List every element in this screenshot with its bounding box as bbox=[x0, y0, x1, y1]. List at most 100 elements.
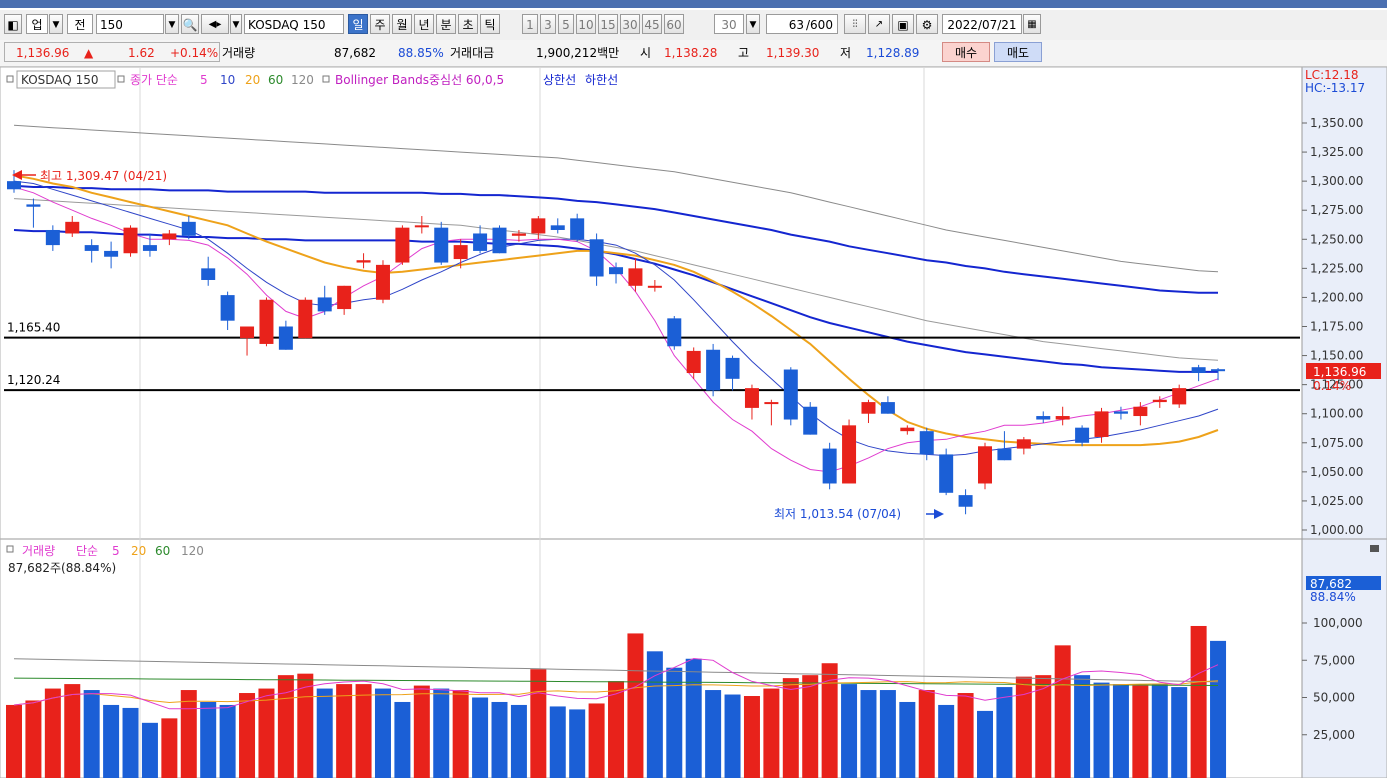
interval-button-3[interactable]: 10 bbox=[576, 14, 596, 34]
gear-icon[interactable]: ⚙ bbox=[916, 14, 938, 34]
candle-body bbox=[278, 326, 293, 350]
interval-button-7[interactable]: 60 bbox=[664, 14, 684, 34]
date-input[interactable]: 2022/07/21 bbox=[942, 14, 1022, 34]
volume-ma20-line bbox=[13, 680, 1219, 706]
period-button-5[interactable]: 초 bbox=[458, 14, 478, 34]
index-name-field: KOSDAQ 150 bbox=[244, 14, 344, 34]
candle-body bbox=[764, 402, 779, 405]
volume-bar bbox=[996, 687, 1013, 778]
interval-button-5[interactable]: 30 bbox=[620, 14, 640, 34]
volume-legend-ma60: 60 bbox=[155, 544, 170, 558]
interval-button-0[interactable]: 1 bbox=[522, 14, 538, 34]
price-tick-label: 1,275.00 bbox=[1310, 203, 1363, 217]
current-price: 1,136.96 bbox=[16, 46, 70, 60]
current-pct-axis-label: 0.14% bbox=[1313, 379, 1351, 393]
volume-legend-label[interactable]: 거래량 bbox=[22, 544, 55, 558]
candle-body bbox=[84, 245, 99, 251]
volume-bar bbox=[103, 704, 120, 778]
price-overlays bbox=[13, 124, 1219, 473]
price-volume-chart[interactable]: 1,350.00 1,325.00 1,300.00 1,275.00 1,250.00… bbox=[0, 66, 1387, 779]
volume-bar bbox=[977, 710, 993, 778]
candle-body bbox=[473, 233, 488, 251]
period-button-4[interactable]: 분 bbox=[436, 14, 456, 34]
chart-menu-icon[interactable]: ◧ bbox=[4, 14, 22, 34]
bollinger-upper-line bbox=[13, 184, 1218, 294]
interval-button-4[interactable]: 15 bbox=[598, 14, 618, 34]
period-mode-select[interactable]: 전 bbox=[67, 14, 93, 34]
volume-legend: 거래량 단순 5 20 60 120 87,682주(88.84%) bbox=[6, 544, 204, 575]
change-arrow: ▲ bbox=[84, 46, 94, 60]
period-button-2[interactable]: 월 bbox=[392, 14, 412, 34]
period-button-1[interactable]: 주 bbox=[370, 14, 390, 34]
period-button-0[interactable]: 일 bbox=[348, 14, 368, 34]
volume-bar bbox=[724, 694, 741, 778]
price-tick-label: 1,325.00 bbox=[1310, 145, 1363, 159]
buy-button[interactable]: 매수 bbox=[942, 42, 990, 62]
market-dropdown-icon[interactable]: ▼ bbox=[49, 14, 63, 34]
price-tick-label: 1,100.00 bbox=[1310, 407, 1363, 421]
search-icon[interactable]: 🔍 bbox=[181, 14, 199, 34]
volume-bar bbox=[64, 684, 81, 778]
candle-type-icon[interactable]: ⫶⫶ bbox=[844, 14, 866, 34]
code-dropdown-icon[interactable]: ▼ bbox=[165, 14, 179, 34]
chart-area[interactable]: 1,350.00 1,325.00 1,300.00 1,275.00 1,250.00… bbox=[0, 66, 1387, 779]
sell-button[interactable]: 매도 bbox=[994, 42, 1042, 62]
calendar-icon[interactable]: ▦ bbox=[1023, 14, 1041, 34]
code-input[interactable]: 150 bbox=[96, 14, 164, 34]
candle-body bbox=[550, 225, 565, 230]
trend-tool-icon[interactable]: ↗ bbox=[868, 14, 890, 34]
volume-bar bbox=[763, 688, 780, 778]
volume-bar bbox=[374, 688, 391, 778]
candle-body bbox=[978, 446, 992, 484]
candle-body bbox=[259, 299, 274, 344]
interval-button-1[interactable]: 3 bbox=[540, 14, 556, 34]
candle-body bbox=[65, 221, 80, 234]
candles bbox=[7, 170, 1226, 515]
speaker-icon[interactable]: ◀▸ bbox=[201, 14, 229, 34]
period-button-3[interactable]: 년 bbox=[414, 14, 434, 34]
period-button-6[interactable]: 틱 bbox=[480, 14, 500, 34]
candle-body bbox=[26, 204, 41, 207]
volume-bar bbox=[141, 722, 158, 778]
current-price-axis-label: 1,136.96 bbox=[1313, 365, 1366, 379]
volume-bar bbox=[841, 684, 858, 778]
current-price-marker: 1,136.96 0.14% bbox=[1306, 363, 1381, 393]
interval-value[interactable]: 30 bbox=[714, 14, 744, 34]
candle-body bbox=[1152, 399, 1167, 403]
legend-bollinger[interactable]: Bollinger Bands중심선 60,0,5 bbox=[335, 73, 504, 87]
volume-bar bbox=[1074, 675, 1091, 778]
candle-body bbox=[1055, 416, 1070, 420]
interval-button-2[interactable]: 5 bbox=[558, 14, 574, 34]
volume-ma5-line bbox=[13, 657, 1219, 710]
save-icon[interactable]: ▣ bbox=[892, 14, 914, 34]
speaker-dropdown-icon[interactable]: ▼ bbox=[230, 14, 242, 34]
panel-collapse-icon[interactable] bbox=[1370, 545, 1379, 552]
interval-button-6[interactable]: 45 bbox=[642, 14, 662, 34]
candle-body bbox=[531, 218, 546, 234]
market-select[interactable]: 업 bbox=[26, 14, 48, 34]
volume-bar bbox=[510, 704, 527, 778]
volume-tick-label: 100,000 bbox=[1313, 616, 1363, 630]
candle-body bbox=[822, 448, 837, 484]
candle-body bbox=[706, 349, 721, 391]
count-input[interactable]: 63 bbox=[766, 14, 806, 34]
legend-upper-band: 상한선 bbox=[543, 73, 576, 87]
candle-body bbox=[1211, 369, 1226, 372]
candle-body bbox=[492, 227, 507, 254]
volume-bar bbox=[588, 703, 605, 778]
volume-bar bbox=[122, 707, 139, 778]
candle-body bbox=[1016, 439, 1031, 449]
legend-ma-label[interactable]: 종가 단순 bbox=[130, 73, 178, 87]
volume-bar bbox=[705, 690, 722, 778]
candle-body bbox=[356, 260, 371, 263]
legend-index-name[interactable]: KOSDAQ 150 bbox=[21, 73, 98, 87]
candle-body bbox=[1133, 406, 1148, 417]
volume-axis-ticks: 100,000 75,000 50,000 25,000 bbox=[1302, 616, 1363, 742]
candle-body bbox=[201, 268, 216, 280]
candle-body bbox=[647, 285, 662, 288]
horizontal-levels[interactable]: 1,165.40 1,120.24 bbox=[4, 321, 1300, 392]
price-tick-label: 1,000.00 bbox=[1310, 523, 1363, 537]
volume-tick-label: 75,000 bbox=[1313, 653, 1355, 667]
interval-dropdown-icon[interactable]: ▼ bbox=[746, 14, 760, 34]
volume-bar bbox=[666, 667, 683, 778]
